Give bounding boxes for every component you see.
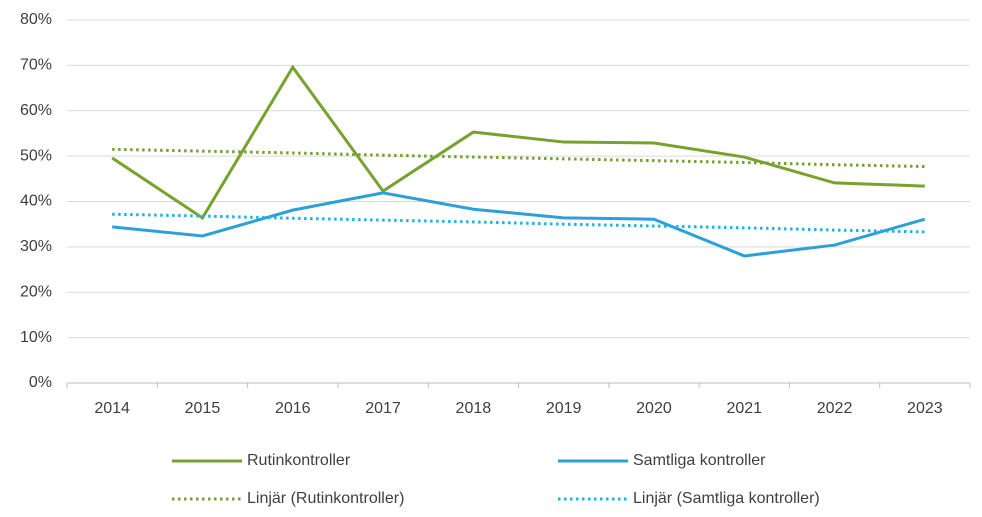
y-tick-label: 20% [20,283,52,300]
x-tick-label: 2016 [275,400,311,417]
x-tick-label: 2023 [907,400,943,417]
legend-label: Linjär (Samtliga kontroller) [633,490,820,507]
series-line [112,191,926,258]
x-tick-label: 2021 [726,400,762,417]
y-tick-label: 50% [20,147,52,164]
y-tick-label: 0% [29,374,52,391]
x-tick-label: 2020 [636,400,672,417]
series-line [111,64,925,220]
x-tick-label: 2017 [365,400,401,417]
x-tick-label: 2022 [817,400,853,417]
y-tick-label: 70% [20,57,52,74]
x-tick-label: 2018 [456,400,492,417]
legend-label: Linjär (Rutinkontroller) [247,490,404,507]
y-tick-label: 10% [20,329,52,346]
x-tick-label: 2014 [94,400,130,417]
trend-line [112,212,925,234]
x-tick-label: 2015 [185,400,221,417]
y-tick-label: 40% [20,193,52,210]
y-tick-label: 30% [20,238,52,255]
y-tick-label: 60% [20,102,52,119]
legend-label: Samtliga kontroller [633,452,766,469]
legend-label: Rutinkontroller [247,452,351,469]
y-tick-label: 80% [20,11,52,28]
x-tick-label: 2019 [546,400,582,417]
